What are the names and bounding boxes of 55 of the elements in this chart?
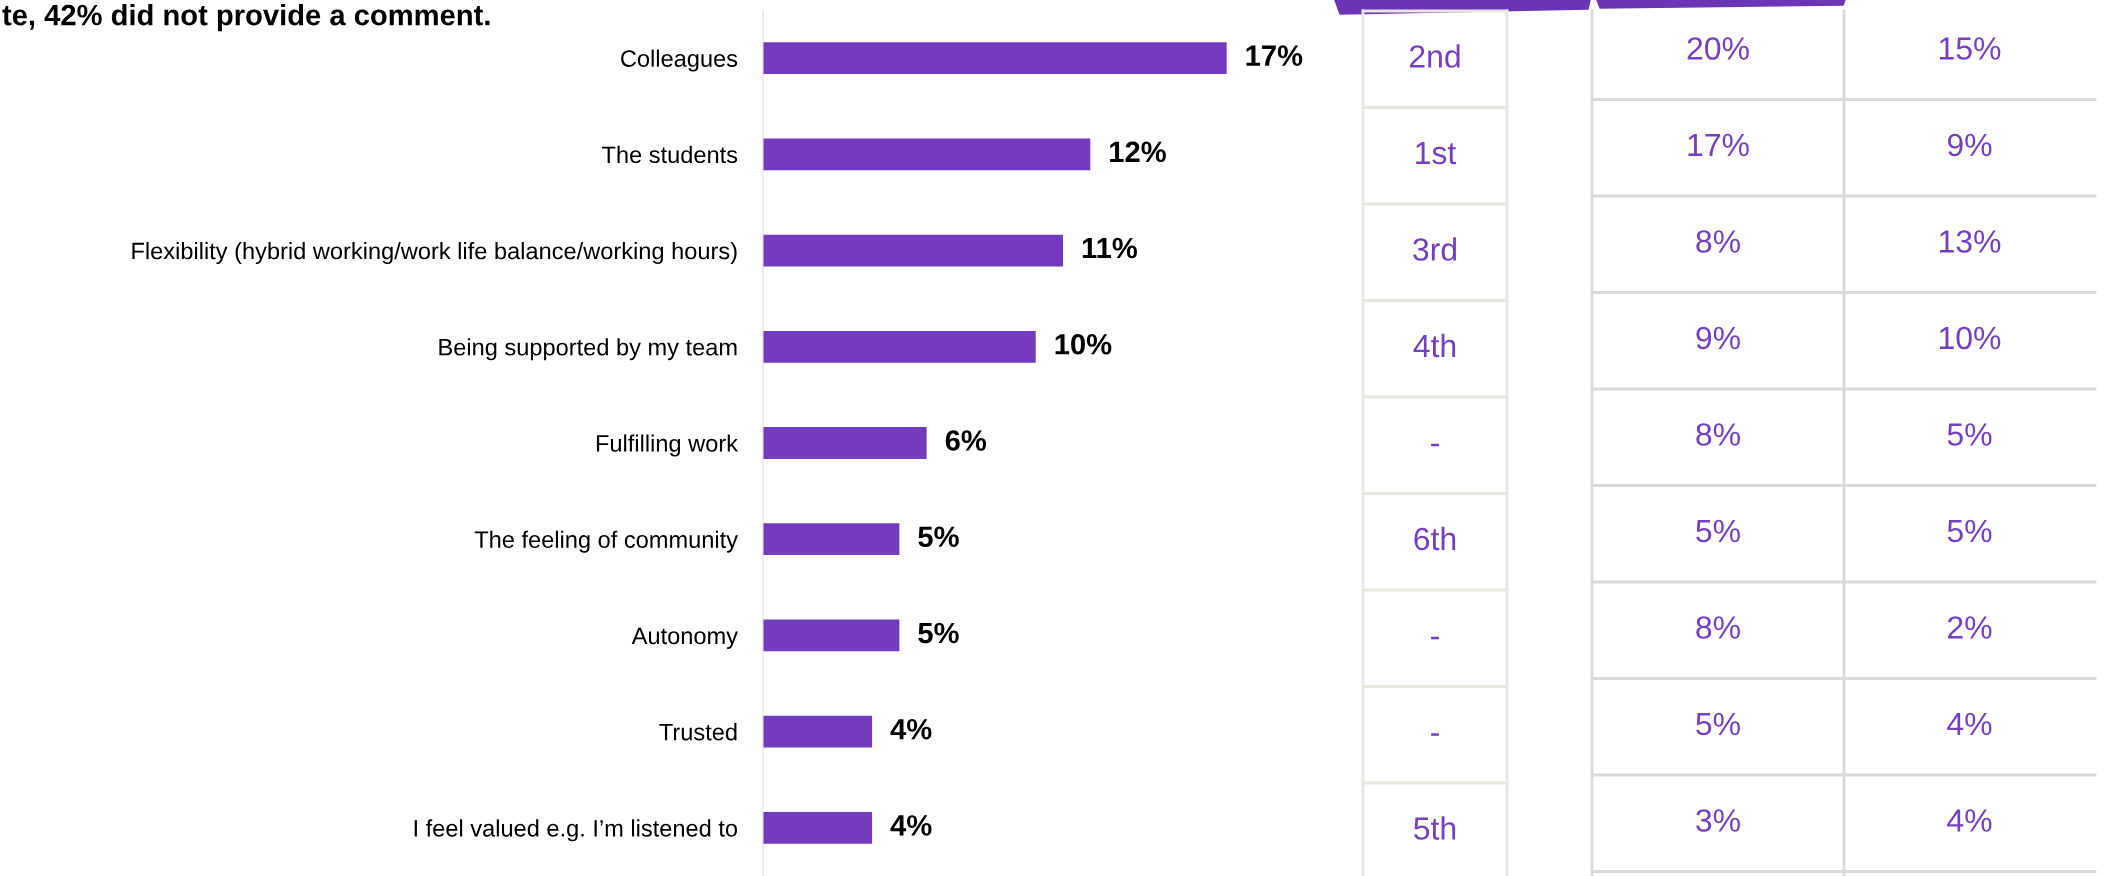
text: - — [1431, 443, 1439, 447]
text: - — [1431, 733, 1439, 736]
text: 5% — [1947, 519, 1992, 543]
text: 3% — [1696, 809, 1740, 832]
bar — [763, 715, 873, 748]
data-label: 5% — [918, 622, 959, 644]
y-tick-label: I feel valued e.g. I’m listened to — [414, 819, 738, 842]
y-tick-label: Flexibility (hybrid working/work life balance/working hours) — [132, 242, 737, 265]
text: 20% — [1687, 37, 1749, 60]
text: 2nd — [1409, 44, 1460, 68]
data-label: 10% — [1055, 333, 1112, 355]
y-tick-label: The feeling of community — [474, 530, 738, 553]
text: 6th — [1414, 526, 1456, 551]
text: 5% — [1696, 712, 1740, 736]
data-label: 4% — [890, 815, 932, 836]
bar — [763, 138, 1091, 171]
text: 8% — [1696, 230, 1740, 253]
bar — [763, 523, 900, 556]
data-label: 17% — [1246, 45, 1303, 66]
bar — [763, 42, 1227, 74]
text: 9% — [1696, 326, 1740, 350]
text: 3rd — [1413, 237, 1457, 261]
data-label: 4% — [890, 718, 932, 740]
text: 5th — [1414, 816, 1456, 840]
text: 5% — [1696, 519, 1740, 543]
text: 15% — [1939, 37, 2001, 60]
text: 1st — [1416, 142, 1457, 165]
text: 9% — [1947, 133, 1992, 157]
y-tick-label: Trusted — [659, 723, 737, 741]
text: 10% — [1939, 326, 2001, 350]
text: 4th — [1413, 333, 1456, 358]
bar — [763, 812, 873, 844]
y-tick-label: The students — [602, 145, 738, 164]
data-label: 6% — [945, 430, 987, 451]
text: 5% — [1947, 423, 1992, 446]
data-label: 5% — [918, 526, 959, 548]
text: 8% — [1696, 616, 1740, 639]
text: 8% — [1696, 423, 1740, 446]
bar — [763, 234, 1063, 267]
text: 2% — [1948, 616, 1992, 639]
y-tick-label: Autonomy — [631, 627, 738, 649]
text: 13% — [1939, 230, 2001, 253]
y-tick-label: Fulfilling work — [596, 434, 739, 457]
text: te, 42% did not provide a comment. — [2, 4, 490, 32]
text: 4% — [1947, 809, 1992, 832]
bar — [763, 330, 1036, 363]
text: 17% — [1688, 133, 1749, 157]
data-label: 12% — [1110, 141, 1166, 163]
text: - — [1431, 636, 1439, 640]
bar — [763, 619, 900, 652]
bar — [763, 427, 927, 459]
y-tick-label: Being supported by my team — [439, 338, 737, 361]
y-tick-label: Colleagues — [621, 49, 738, 72]
text: 4% — [1947, 712, 1992, 736]
data-label: 11% — [1082, 237, 1137, 259]
